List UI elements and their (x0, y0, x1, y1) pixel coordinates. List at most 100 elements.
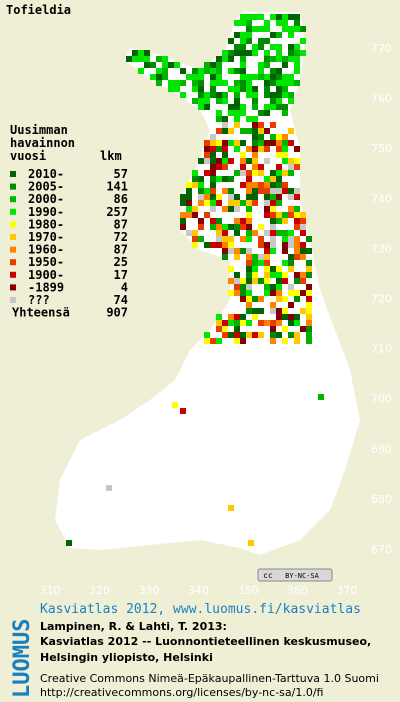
occurrence-square (264, 50, 270, 56)
occurrence-square (186, 200, 192, 206)
occurrence-square (288, 92, 294, 98)
occurrence-square (240, 182, 246, 188)
occurrence-square (162, 68, 168, 74)
occurrence-square (270, 218, 276, 224)
occurrence-square (282, 134, 288, 140)
occurrence-square (288, 236, 294, 242)
occurrence-square (264, 290, 270, 296)
occurrence-square (300, 212, 306, 218)
legend-label: 2000- (28, 192, 64, 206)
occurrence-square (288, 170, 294, 176)
occurrence-square (204, 332, 210, 338)
occurrence-square (276, 44, 282, 50)
occurrence-square (138, 68, 144, 74)
occurrence-square (288, 188, 294, 194)
occurrence-square (300, 290, 306, 296)
occurrence-square (246, 308, 252, 314)
occurrence-square (198, 188, 204, 194)
occurrence-square (234, 104, 240, 110)
occurrence-square (294, 278, 300, 284)
occurrence-square (270, 338, 276, 344)
occurrence-square (282, 338, 288, 344)
occurrence-square (270, 92, 276, 98)
occurrence-square (276, 290, 282, 296)
occurrence-square (282, 308, 288, 314)
occurrence-square (180, 92, 186, 98)
occurrence-square (234, 80, 240, 86)
occurrence-square (252, 146, 258, 152)
legend-count: 257 (106, 205, 128, 219)
occurrence-square (276, 212, 282, 218)
occurrence-square (240, 140, 246, 146)
occurrence-square (300, 308, 306, 314)
occurrence-square (264, 206, 270, 212)
occurrence-square (288, 32, 294, 38)
occurrence-square (216, 326, 222, 332)
occurrence-square (204, 140, 210, 146)
occurrence-square (264, 74, 270, 80)
occurrence-square (198, 218, 204, 224)
occurrence-square (282, 104, 288, 110)
occurrence-square (264, 26, 270, 32)
occurrence-square (246, 266, 252, 272)
occurrence-square (246, 212, 252, 218)
occurrence-square (294, 44, 300, 50)
occurrence-square (210, 242, 216, 248)
y-grid-label: 730 (371, 242, 392, 255)
occurrence-square (234, 206, 240, 212)
occurrence-square (258, 26, 264, 32)
occurrence-square (246, 260, 252, 266)
occurrence-square (306, 236, 312, 242)
occurrence-square (282, 80, 288, 86)
occurrence-square (240, 290, 246, 296)
occurrence-square (264, 254, 270, 260)
occurrence-square (198, 86, 204, 92)
occurrence-square (234, 86, 240, 92)
occurrence-square (276, 32, 282, 38)
occurrence-square (198, 158, 204, 164)
occurrence-square (228, 505, 234, 511)
x-grid-label: 370 (337, 584, 358, 597)
occurrence-square (276, 68, 282, 74)
occurrence-square (282, 188, 288, 194)
occurrence-square (216, 218, 222, 224)
occurrence-square (270, 248, 276, 254)
occurrence-square (234, 278, 240, 284)
occurrence-square (240, 80, 246, 86)
occurrence-square (294, 146, 300, 152)
x-grid-label: 360 (287, 584, 308, 597)
occurrence-square (270, 98, 276, 104)
occurrence-square (270, 284, 276, 290)
occurrence-square (288, 230, 294, 236)
occurrence-square (300, 38, 306, 44)
occurrence-square (180, 218, 186, 224)
legend-swatch (10, 221, 16, 228)
occurrence-square (282, 296, 288, 302)
occurrence-square (294, 290, 300, 296)
occurrence-square (216, 200, 222, 206)
occurrence-square (222, 92, 228, 98)
occurrence-square (210, 134, 216, 140)
occurrence-square (234, 320, 240, 326)
occurrence-square (180, 224, 186, 230)
occurrence-square (168, 62, 174, 68)
occurrence-square (288, 194, 294, 200)
occurrence-square (252, 128, 258, 134)
occurrence-square (264, 212, 270, 218)
occurrence-square (246, 332, 252, 338)
occurrence-square (276, 278, 282, 284)
occurrence-square (216, 56, 222, 62)
occurrence-square (180, 408, 186, 414)
legend-count: 72 (114, 230, 128, 244)
occurrence-square (168, 86, 174, 92)
occurrence-square (234, 68, 240, 74)
occurrence-square (234, 332, 240, 338)
occurrence-square (294, 320, 300, 326)
occurrence-square (192, 236, 198, 242)
occurrence-square (186, 182, 192, 188)
occurrence-square (306, 266, 312, 272)
occurrence-square (204, 338, 210, 344)
occurrence-square (264, 230, 270, 236)
occurrence-square (252, 134, 258, 140)
occurrence-square (216, 338, 222, 344)
